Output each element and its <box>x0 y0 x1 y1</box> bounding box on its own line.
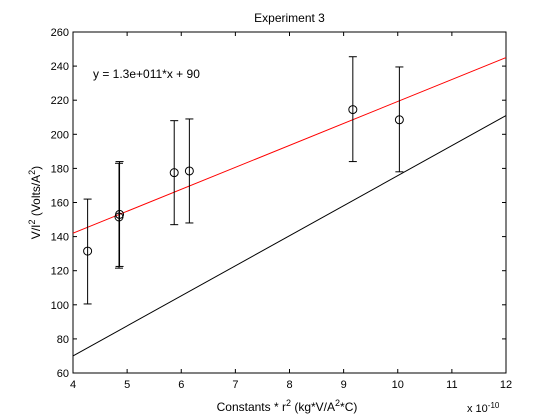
x-tick-label: 12 <box>500 379 512 391</box>
x-tick-label: 10 <box>392 379 404 391</box>
reference-line-black <box>72 115 507 357</box>
y-tick-label: 200 <box>51 129 69 141</box>
data-point <box>348 105 358 115</box>
data-point <box>184 166 194 176</box>
y-tick-label: 140 <box>51 232 69 244</box>
y-tick-label: 240 <box>51 61 69 73</box>
x-tick-label: 5 <box>124 379 130 391</box>
x-axis-multiplier: x 10-10 <box>467 401 500 416</box>
y-tick-label: 60 <box>57 368 69 380</box>
data-point <box>83 246 93 256</box>
x-tick-label: 9 <box>341 379 347 391</box>
x-tick-label: 6 <box>178 379 184 391</box>
x-tick-label: 8 <box>286 379 292 391</box>
x-tick-label: 4 <box>70 379 76 391</box>
x-tick-label: 11 <box>446 379 457 391</box>
y-tick-label: 100 <box>51 300 69 312</box>
y-tick-label: 160 <box>51 198 69 210</box>
chart-title: Experiment 3 <box>254 11 325 25</box>
fit-line-red <box>72 57 507 234</box>
fit-equation-annotation: y = 1.3e+011*x + 90 <box>93 67 200 81</box>
y-tick-label: 80 <box>57 334 69 346</box>
data-point <box>169 168 179 178</box>
data-point <box>394 115 404 125</box>
y-tick-label: 220 <box>51 95 69 107</box>
plot-area <box>72 31 507 374</box>
x-axis-label: Constants * r2 (kg*V/A2*C) <box>217 398 358 414</box>
data-point <box>115 209 125 219</box>
y-tick-label: 260 <box>51 27 69 39</box>
x-tick-label: 7 <box>232 379 238 391</box>
y-tick-label: 180 <box>51 163 69 175</box>
y-axis-label: V/I2 (Volts/A2) <box>27 166 43 239</box>
y-tick-label: 120 <box>51 266 69 278</box>
